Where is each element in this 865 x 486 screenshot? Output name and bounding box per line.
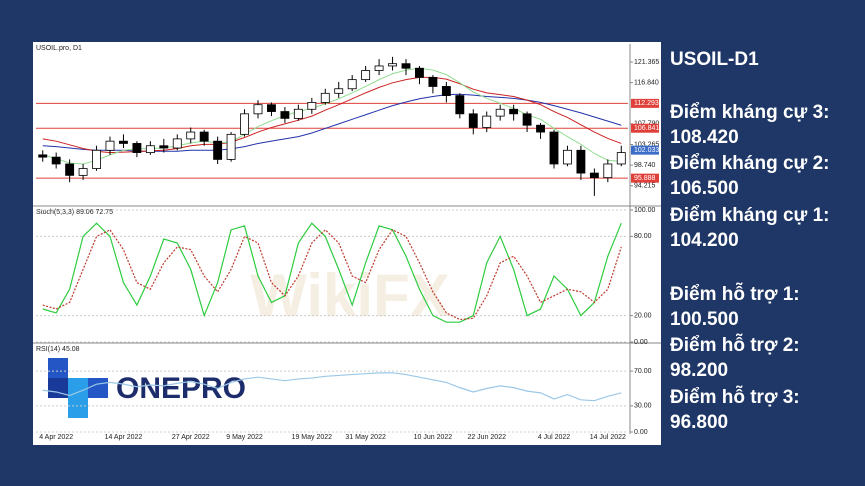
candle-body xyxy=(186,131,196,140)
x-tick-label: 4 Apr 2022 xyxy=(39,434,73,441)
candle-body xyxy=(401,63,411,69)
candle-body xyxy=(78,168,88,176)
candle-body xyxy=(199,131,209,142)
indicator-line xyxy=(42,372,622,402)
candle-body xyxy=(92,149,101,169)
candle-body xyxy=(105,140,115,151)
level-name: Điểm hỗ trợ 2: xyxy=(670,334,800,356)
candle-body xyxy=(213,140,223,160)
y-tick-label: 70.00 xyxy=(634,368,652,375)
candle-body xyxy=(253,104,263,115)
level-tag xyxy=(631,173,659,183)
rsi-title: RSI(14) 45.08 xyxy=(36,346,80,353)
y-tick-label: 98.740 xyxy=(634,162,656,169)
candle-body xyxy=(616,152,626,165)
y-tick-label: 0.00 xyxy=(634,429,648,436)
candle-body xyxy=(267,104,276,112)
candle-body xyxy=(119,140,128,144)
x-tick-label: 22 Jun 2022 xyxy=(467,434,506,441)
level-value: 98.200 xyxy=(670,360,728,381)
candle-body xyxy=(347,79,357,90)
chart-title: USOIL.pro, D1 xyxy=(36,45,82,52)
x-tick-label: 10 Jun 2022 xyxy=(414,434,453,441)
candle-body xyxy=(388,63,397,67)
last-price-tag xyxy=(631,145,659,155)
level-name: Điểm hỗ trợ 1: xyxy=(670,283,800,305)
indicator-line xyxy=(42,222,622,323)
candle-body xyxy=(549,131,559,165)
candle-body xyxy=(240,113,249,135)
y-tick-label: 103.265 xyxy=(634,141,659,148)
candle-body xyxy=(468,113,478,128)
candle-body xyxy=(441,86,451,96)
candle-body xyxy=(509,108,519,115)
level-value: 96.800 xyxy=(670,412,728,433)
x-tick-label: 9 May 2022 xyxy=(226,434,263,441)
candle-body xyxy=(145,145,155,153)
y-tick-label: 121.365 xyxy=(634,59,659,66)
candle-body xyxy=(172,138,182,149)
candle-body xyxy=(428,76,438,87)
level-tag xyxy=(631,123,659,133)
candle-body xyxy=(65,163,75,176)
level-value: 108.420 xyxy=(670,127,739,148)
candle-body xyxy=(522,113,532,126)
x-tick-label: 14 Apr 2022 xyxy=(105,434,143,441)
level-value: 106.500 xyxy=(670,178,739,199)
candle-body xyxy=(576,149,586,174)
level-tag xyxy=(631,98,659,108)
level-label: 95.888 xyxy=(634,175,656,182)
candle-body xyxy=(159,145,169,149)
y-tick-label: 94.215 xyxy=(634,183,656,190)
candle-body xyxy=(374,65,384,71)
candle-body xyxy=(132,143,142,153)
logo-icon xyxy=(48,358,108,418)
y-tick-label: 116.840 xyxy=(634,79,659,86)
watermark: WikiFX xyxy=(250,262,449,329)
level-name: Điểm hỗ trợ 3: xyxy=(670,386,800,408)
panel-title: USOIL-D1 xyxy=(670,49,759,70)
candle-body xyxy=(226,133,236,160)
x-tick-label: 27 Apr 2022 xyxy=(172,434,210,441)
candle-body xyxy=(361,70,371,81)
level-name: Điểm kháng cự 1: xyxy=(670,205,829,226)
chart-panel xyxy=(33,42,661,445)
stoch-title: Stoch(5,3,3) 89.06 72.75 xyxy=(36,209,113,216)
x-tick-label: 14 Jul 2022 xyxy=(590,434,626,441)
logo-text: ONEPRO xyxy=(116,372,246,405)
y-tick-label: 100.00 xyxy=(634,207,656,214)
candle-body xyxy=(603,163,613,179)
candle-body xyxy=(320,92,330,103)
level-value: 104.200 xyxy=(670,230,739,251)
level-name: Điểm kháng cự 3: xyxy=(670,102,829,123)
candle-body xyxy=(563,149,572,165)
candle-body xyxy=(293,108,303,119)
x-tick-label: 4 Jul 2022 xyxy=(538,434,570,441)
level-name: Điểm kháng cự 2: xyxy=(670,153,829,174)
x-tick-label: 31 May 2022 xyxy=(345,434,386,441)
candle-body xyxy=(38,154,48,158)
candle-body xyxy=(280,111,290,119)
y-tick-label: 30.00 xyxy=(634,403,652,410)
candle-body xyxy=(334,88,344,94)
candle-body xyxy=(482,115,492,128)
candle-body xyxy=(495,108,505,117)
candle-body xyxy=(51,156,61,165)
level-label: 106.841 xyxy=(634,125,659,132)
level-value: 100.500 xyxy=(670,309,739,330)
last-price-label: 102.033 xyxy=(634,147,659,154)
candle-body xyxy=(415,67,424,78)
y-tick-label: 20.00 xyxy=(634,312,652,319)
candle-body xyxy=(455,95,465,115)
y-tick-label: 80.00 xyxy=(634,233,652,240)
level-label: 112.293 xyxy=(634,100,659,107)
indicator-line xyxy=(42,228,622,321)
candle-body xyxy=(589,172,599,179)
y-tick-label: 0.00 xyxy=(634,339,648,346)
candle-body xyxy=(536,124,545,133)
candle-body xyxy=(307,102,317,110)
x-tick-label: 19 May 2022 xyxy=(292,434,333,441)
